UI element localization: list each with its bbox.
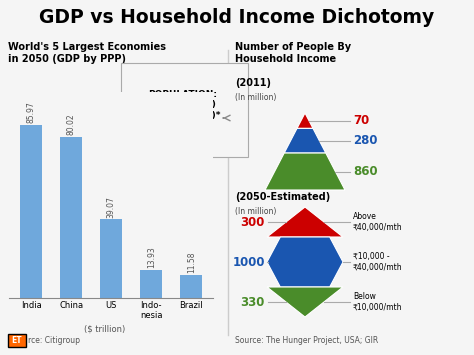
Text: (In million): (In million) — [235, 93, 276, 102]
Text: (2011): (2011) — [235, 78, 271, 88]
Text: Number of People By
Household Income: Number of People By Household Income — [235, 42, 351, 64]
Text: 300: 300 — [241, 215, 265, 229]
Polygon shape — [267, 287, 343, 317]
Polygon shape — [297, 113, 313, 129]
Text: 85.97: 85.97 — [27, 101, 36, 123]
Polygon shape — [284, 129, 326, 153]
Text: 13.93: 13.93 — [147, 247, 156, 268]
Polygon shape — [265, 153, 345, 190]
Text: POPULATION:
1.21 b (2011)
1.63 b (2050)*
*Estimated: POPULATION: 1.21 b (2011) 1.63 b (2050)*… — [148, 90, 220, 130]
Text: 80.02: 80.02 — [67, 114, 76, 135]
Bar — [100, 219, 122, 298]
Text: Source: The Hunger Project, USA; GIR: Source: The Hunger Project, USA; GIR — [235, 336, 378, 345]
Text: 39.07: 39.07 — [107, 196, 116, 218]
Text: rce: Citigroup: rce: Citigroup — [28, 336, 80, 345]
Text: 70: 70 — [353, 114, 369, 127]
Bar — [20, 125, 43, 298]
Text: Above
₹40,000/mth: Above ₹40,000/mth — [353, 212, 402, 232]
Text: Below
₹10,000/mth: Below ₹10,000/mth — [353, 292, 402, 312]
Polygon shape — [267, 207, 343, 237]
Text: 860: 860 — [353, 165, 378, 178]
Text: ($ trillion): ($ trillion) — [84, 324, 126, 333]
Text: 1000: 1000 — [233, 256, 265, 268]
Polygon shape — [267, 237, 343, 287]
Bar — [140, 270, 163, 298]
Text: 330: 330 — [241, 295, 265, 308]
Bar — [61, 137, 82, 298]
Text: 11.58: 11.58 — [187, 252, 196, 273]
Text: World's 5 Largest Economies
in 2050 (GDP by PPP): World's 5 Largest Economies in 2050 (GDP… — [8, 42, 166, 64]
Bar — [180, 275, 202, 298]
Text: 280: 280 — [353, 134, 377, 147]
Text: (2050-Estimated): (2050-Estimated) — [235, 192, 330, 202]
Text: ₹10,000 -
₹40,000/mth: ₹10,000 - ₹40,000/mth — [353, 252, 402, 272]
Text: (In million): (In million) — [235, 207, 276, 216]
Text: ET: ET — [12, 336, 22, 345]
FancyBboxPatch shape — [8, 334, 26, 347]
Text: GDP vs Household Income Dichotomy: GDP vs Household Income Dichotomy — [39, 8, 435, 27]
